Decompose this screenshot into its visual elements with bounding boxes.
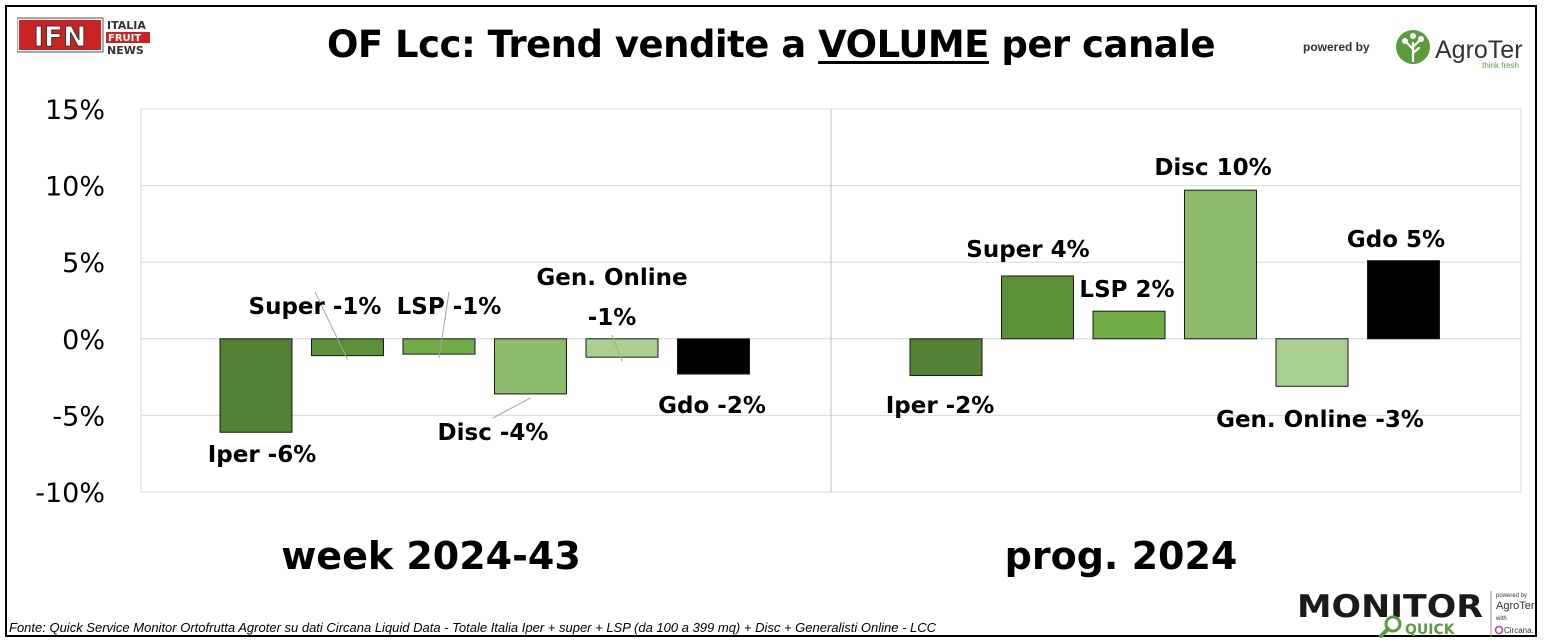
magnifier-icon [1379,615,1402,638]
agroter-logo: AgroTer think fresh [1396,30,1523,70]
label-leader-line [438,291,450,359]
ifn-logo-mark: IFN [34,20,87,53]
monitor-with: with [1495,616,1507,622]
group-label: week 2024-43 [281,534,581,578]
title-prefix: OF Lcc: Trend vendite a [326,23,819,66]
data-label: Disc -4% [438,420,549,446]
label-leader-line [314,291,348,360]
bar-prog-disc [1184,189,1257,340]
monitor-word: MONITOR [1297,589,1483,625]
chart-frame: IFN ITALIA FRUIT NEWS OF Lcc: Trend vend… [5,5,1537,638]
ifn-logo-line2: FRUIT [108,33,141,44]
powered-by-label: powered by [1303,40,1370,54]
bar-prog-super [1001,275,1074,340]
monitor-brand: AgroTer [1496,600,1535,612]
bar-week-gen-online [585,338,659,358]
title-suffix: per canale [988,23,1216,66]
bar-chart: 15% 10% 5% 0% -5% -10% Iper -6% Super -1% LSP -1… [35,95,1522,578]
tree-icon [1396,30,1430,64]
ifn-logo: IFN ITALIA FRUIT NEWS [17,17,150,57]
data-label: LSP 2% [1079,277,1174,303]
data-label: Gen. Online [536,265,687,291]
bar-prog-lsp [1092,310,1166,340]
bar-week-iper [219,338,293,433]
y-tick-label: -5% [52,401,105,432]
y-tick-label: 15% [45,95,105,126]
y-tick-label: 0% [62,325,105,356]
agroter-tagline: think fresh [1482,61,1519,70]
data-label: Super 4% [966,237,1089,263]
data-label: -1% [588,305,637,331]
source-note: Fonte: Quick Service Monitor Ortofrutta … [9,620,937,635]
ifn-logo-line1: ITALIA [107,19,146,32]
ifn-logo-line3: NEWS [107,44,144,57]
chart-title: OF Lcc: Trend vendite a VOLUME per canal… [7,23,1535,66]
data-label: LSP -1% [397,294,502,320]
bar-week-disc [494,338,567,395]
data-label: Gdo 5% [1347,227,1445,253]
bar-week-gdo [677,338,750,375]
data-label: Gen. Online -3% [1216,407,1424,433]
monitor-powered: powered by [1496,593,1527,599]
monitor-partner: Circana. [1504,626,1534,635]
monitor-quick-logo: MONITOR QUICK powered by AgroTer with Ci… [1297,589,1535,638]
title-emphasis: VOLUME [818,23,989,66]
bar-week-lsp [402,338,476,355]
monitor-sub: QUICK [1405,622,1456,638]
agroter-name: AgroTer [1435,36,1523,64]
data-label: Iper -6% [208,442,317,468]
bar-prog-gdo [1367,260,1440,340]
data-label: Gdo -2% [658,393,766,419]
bar-prog-iper [909,338,983,377]
bar-prog-gen-online [1275,338,1349,387]
label-leader-line [611,334,623,362]
y-tick-label: 5% [62,248,105,279]
data-label: Super -1% [249,294,382,320]
y-tick-label: -10% [35,478,105,509]
data-label: Iper -2% [886,393,995,419]
y-tick-label: 10% [45,172,105,203]
group-label: prog. 2024 [1005,534,1238,578]
label-leader-line [492,397,531,419]
circana-icon [1494,625,1504,635]
data-label: Disc 10% [1154,155,1271,181]
bar-week-super [311,338,384,357]
